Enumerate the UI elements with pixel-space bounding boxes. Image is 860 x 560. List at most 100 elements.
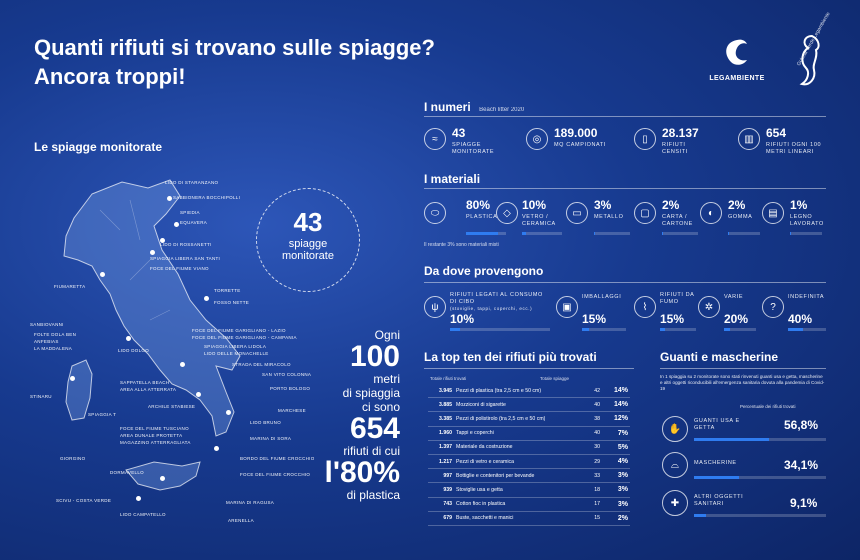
topten-beaches: 33	[578, 468, 602, 484]
map-dot	[160, 238, 165, 243]
guanti-value: 56,8%	[784, 418, 819, 432]
map-dot	[214, 446, 219, 451]
materiali-bar-track	[790, 232, 822, 235]
numeri-value: 43	[452, 126, 466, 140]
provenienza-title: Da dove provengono	[424, 264, 544, 278]
topten-count: 1.397	[428, 440, 454, 455]
guanti-value: 34,1%	[784, 458, 819, 472]
map-dot	[174, 222, 179, 227]
topten-name: Pezzi di vetro e ceramica	[454, 454, 578, 470]
map-label: LA MADDALENA	[34, 346, 73, 351]
spiagge-title: Le spiagge monitorate	[34, 140, 163, 154]
topten-beaches: 40	[578, 397, 602, 413]
materiali-bar	[594, 232, 596, 235]
provenienza-bar-track	[450, 328, 550, 331]
provenienza-bar	[450, 328, 460, 331]
materiali-bar	[790, 232, 791, 235]
guanti-bar	[694, 438, 769, 441]
topten-pct: 3%	[602, 468, 630, 484]
table-row: 939 Stoviglie usa e getta 18 3%	[428, 482, 630, 498]
topten-count: 997	[428, 468, 454, 484]
guanti-title: Guanti e mascherine	[660, 350, 779, 364]
topten-beaches: 38	[578, 411, 602, 427]
materiali-title: I materiali	[424, 172, 481, 186]
table-row: 1.217 Pezzi di vetro e ceramica 29 4%	[428, 454, 630, 470]
provenienza-label: INDEFINITA	[788, 294, 825, 300]
numeri-label: SPIAGGE MONITORATE	[452, 142, 495, 155]
map-label: SAPPATELLA BEACH	[120, 380, 170, 385]
map-label: AREA DUNALE PROTETTA	[120, 433, 183, 438]
plastic-icon: ⬭	[424, 202, 446, 224]
cigarette-icon: ⌇	[634, 296, 656, 318]
topten-name: Pezzi di plastica (tra 2,5 cm e 50 cm)	[454, 384, 578, 399]
map-label: AREA ALLA ATTERRATA	[120, 387, 177, 392]
topten-beaches: 17	[578, 497, 602, 512]
guanti-bar-track	[694, 476, 826, 479]
provenienza-value: 10%	[450, 312, 475, 326]
map-label: SPIEDIA	[180, 210, 200, 215]
topten-pct: 3%	[602, 497, 630, 512]
provenienza-label: IMBALLAGGI	[582, 294, 622, 300]
materiali-value: 1%	[790, 198, 808, 212]
map-label: LIDO DI STARANZANO	[165, 180, 219, 185]
guanti-value: 9,1%	[790, 496, 818, 510]
map-label: LIDO CAMPATELLO	[120, 512, 166, 517]
materiali-bar-track	[728, 232, 760, 235]
topten-count: 3.885	[428, 397, 454, 413]
provenienza-bar-track	[788, 328, 826, 331]
topten-count: 1.960	[428, 426, 454, 441]
map-label: FIUMARETTA	[54, 284, 86, 289]
topten-pct: 7%	[602, 426, 630, 441]
numeri-divider	[424, 116, 826, 117]
map-label: SPIAGGIA LIBERA SAN TANTI	[150, 256, 221, 261]
topten-beaches: 29	[578, 454, 602, 470]
topten-name: Bottiglie e contenitori per bevande	[454, 468, 578, 484]
topten-pct: 5%	[602, 440, 630, 455]
provenienza-bar	[788, 328, 804, 331]
map-label: FOCE DEL FIUME TUSCIANO	[120, 426, 189, 431]
topten-beaches: 18	[578, 482, 602, 498]
legambiente-logo: LEGAMBIENTE	[702, 36, 772, 82]
materiali-bar	[662, 232, 663, 235]
provenienza-detail: (stoviglie, tappi, coperchi, ecc.)	[450, 306, 533, 311]
materiali-note: Il restante 3% sono materiali misti	[424, 242, 499, 248]
topten-name: Tappi e coperchi	[454, 426, 578, 441]
materiali-bar	[522, 232, 526, 235]
map-label: STINARU	[30, 394, 52, 399]
numeri-label: RIFIUTI OGNI 100 METRI LINEARI	[766, 142, 822, 155]
map-label: PORTO BOLOGO	[270, 386, 311, 391]
topten-count: 679	[428, 511, 454, 526]
table-row: 3.945 Pezzi di plastica (tra 2,5 cm e 50 …	[428, 384, 630, 399]
glass-icon: ◇	[496, 202, 518, 224]
map-dot	[167, 196, 172, 201]
map-label: FOCE DEL FIUME GARIGLIANO - LAZIO	[192, 328, 286, 333]
map-label: TORRETTE	[214, 288, 241, 293]
topten-pct: 14%	[602, 397, 630, 413]
numeri-label: RIFIUTI CENSITI	[662, 142, 688, 155]
topten-pct: 2%	[602, 511, 630, 526]
seahorse-icon	[799, 34, 820, 86]
numeri-value: 654	[766, 126, 787, 140]
italy-map	[63, 179, 241, 491]
map-dot	[160, 476, 165, 481]
numeri-header: I numeri Beach litter 2020	[424, 100, 525, 114]
materiali-label: CARTA / CARTONE	[662, 214, 693, 227]
map-label: LIDO DOLGO	[118, 348, 150, 353]
provenienza-bar	[582, 328, 589, 331]
legambiente-swan-icon	[726, 39, 747, 65]
topten-name: Mozziconi di sigarette	[454, 397, 578, 413]
topten-name: Buste, sacchetti e manici	[454, 511, 578, 526]
guanti-intro: In 1 spiaggia su 2 monitorate sono stati…	[660, 374, 825, 392]
beaches-count-value: 43	[293, 207, 323, 237]
map-label: SPIAGGIA T	[88, 412, 117, 417]
topten-pct: 12%	[602, 411, 630, 427]
guanti-bar	[694, 514, 706, 517]
numeri-value: 28.137	[662, 126, 699, 140]
materiali-bar	[466, 232, 498, 235]
mask-icon: ⌓	[662, 452, 688, 478]
topten-col-beaches: Totale spiagge	[540, 376, 570, 381]
topten-beaches: 30	[578, 440, 602, 455]
topten-pct: 3%	[602, 482, 630, 498]
map-label: FOCE DEL FIUME CROCCHIO	[240, 472, 311, 477]
map-label: MAGAZZINO ATTERRAGLIATA	[120, 440, 191, 445]
